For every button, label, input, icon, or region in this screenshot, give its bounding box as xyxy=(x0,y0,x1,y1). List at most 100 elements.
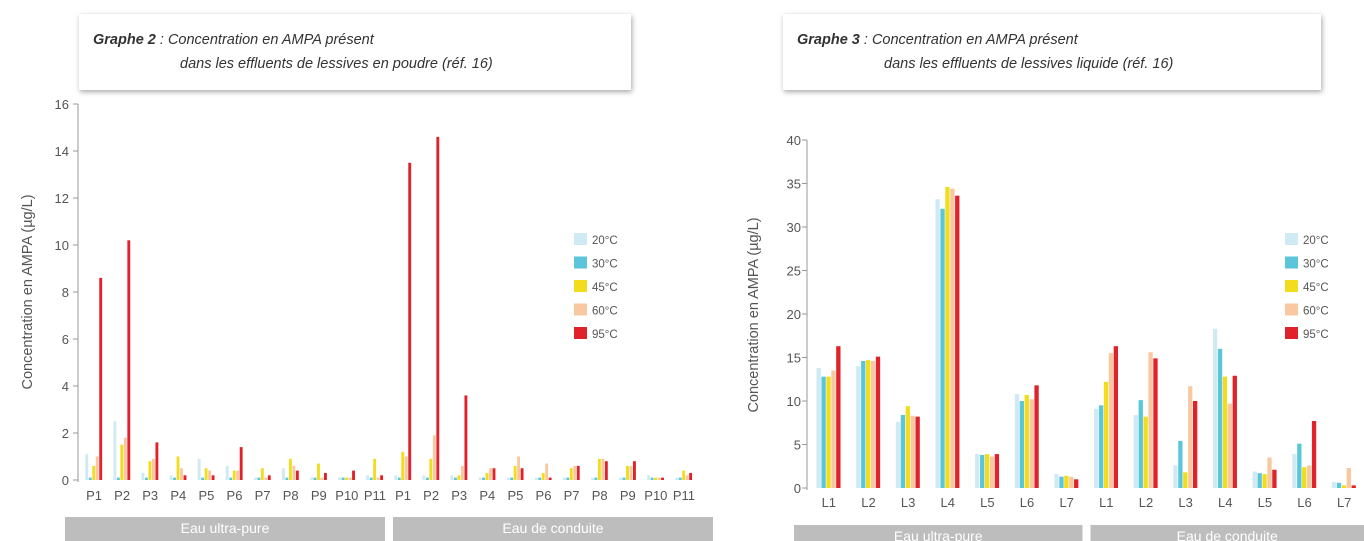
bar-l2-20degc xyxy=(1133,414,1138,488)
bar-l3-30degc xyxy=(900,414,906,488)
bar-p8-45degc xyxy=(288,458,292,480)
bar-l1-30degc xyxy=(821,376,826,488)
bar-p9-45degc xyxy=(626,465,629,480)
bar-p2-45degc xyxy=(429,458,433,480)
x-category-label: L3 xyxy=(901,495,915,510)
x-category-label: L6 xyxy=(1297,495,1311,510)
bar-p3-95degc xyxy=(464,395,468,480)
bar-l5-60degc xyxy=(989,456,995,488)
bar-p6-60degc xyxy=(236,470,240,480)
bar-p7-30degc xyxy=(566,477,570,480)
bar-l7-95degc xyxy=(1074,479,1079,488)
y-tick-label: 25 xyxy=(787,264,801,279)
y-tick-label: 35 xyxy=(787,177,801,192)
x-category-label: L4 xyxy=(1218,495,1232,510)
chart-title-line1: : Concentration en AMPA présent xyxy=(859,32,1078,48)
bar-p10-45degc xyxy=(654,477,658,480)
bar-l4-95degc xyxy=(1232,375,1237,488)
bar-p9-30degc xyxy=(622,477,626,480)
legend-label: 30°C xyxy=(592,259,618,271)
bar-l4-30degc xyxy=(940,208,945,489)
y-tick-label: 0 xyxy=(62,473,69,488)
bar-p7-60degc xyxy=(264,477,268,480)
bar-l6-20degc xyxy=(1014,394,1020,488)
bar-p7-45degc xyxy=(569,468,573,480)
y-tick-label: 40 xyxy=(787,133,801,148)
bar-l3-95degc xyxy=(915,416,920,488)
group-label: Eau ultra-pure xyxy=(894,528,983,541)
legend-label: 60°C xyxy=(592,306,618,318)
x-category-label: L1 xyxy=(822,495,836,510)
bar-p4-30degc xyxy=(482,477,485,480)
bar-l1-30degc xyxy=(1098,405,1104,488)
legend-swatch xyxy=(574,256,587,269)
bar-p5-30degc xyxy=(201,477,205,480)
group-band xyxy=(393,517,713,541)
bar-p5-30degc xyxy=(510,477,514,480)
legend-swatch xyxy=(1285,303,1298,316)
bar-p4-45degc xyxy=(485,472,489,480)
legend-swatch xyxy=(574,303,587,316)
bar-l1-60degc xyxy=(831,370,836,488)
bar-p7-95degc xyxy=(267,475,271,480)
x-category-label: L7 xyxy=(1337,495,1351,510)
bar-p6-60degc xyxy=(545,463,549,480)
bar-l5-20degc xyxy=(1252,471,1257,488)
bar-p1-30degc xyxy=(397,477,401,480)
bar-l2-45degc xyxy=(1143,416,1148,488)
bar-p11-20degc xyxy=(675,477,679,480)
bar-l1-95degc xyxy=(1113,346,1119,488)
legend-label: 95°C xyxy=(1303,329,1329,341)
bar-p8-95degc xyxy=(604,461,608,480)
bar-p5-95degc xyxy=(520,468,524,480)
bar-p8-45degc xyxy=(597,458,601,480)
x-category-label: P2 xyxy=(423,488,439,503)
bar-p2-95degc xyxy=(127,240,131,480)
chart-title-label: Graphe 3 xyxy=(797,32,860,48)
bar-p9-20degc xyxy=(310,477,313,480)
legend-label: 60°C xyxy=(1303,306,1329,318)
y-tick-label: 15 xyxy=(787,351,801,366)
bar-l3-60degc xyxy=(1188,386,1193,488)
bar-p11-45degc xyxy=(373,458,377,480)
y-tick-label: 6 xyxy=(62,332,69,347)
bar-p5-45degc xyxy=(513,465,517,480)
bar-l2-45degc xyxy=(866,360,871,488)
bar-l2-20degc xyxy=(856,366,861,488)
bar-p5-60degc xyxy=(208,470,212,480)
bar-l2-60degc xyxy=(870,360,876,488)
bar-p4-95degc xyxy=(492,468,496,480)
bar-p2-20degc xyxy=(422,475,426,480)
group-label: Eau ultra-pure xyxy=(181,520,270,536)
x-category-label: L2 xyxy=(861,495,875,510)
bar-p7-20degc xyxy=(562,477,566,480)
bar-p3-60degc xyxy=(460,465,464,480)
bar-l4-95degc xyxy=(955,195,960,488)
bar-p11-95degc xyxy=(380,475,384,480)
bar-p11-95degc xyxy=(689,472,693,480)
bar-l7-60degc xyxy=(1346,467,1351,488)
bar-l6-45degc xyxy=(1302,467,1307,488)
bar-p6-20degc xyxy=(534,477,538,480)
y-axis-title: Concentration en AMPA (µg/L) xyxy=(746,217,762,412)
bar-l1-20degc xyxy=(816,367,821,488)
bar-p3-60degc xyxy=(151,458,155,480)
legend-label: 45°C xyxy=(592,282,618,294)
bar-p3-20degc xyxy=(141,472,145,480)
legend-swatch xyxy=(574,233,587,245)
y-tick-label: 5 xyxy=(794,438,801,453)
bar-l1-60degc xyxy=(1108,353,1114,488)
bar-p3-45degc xyxy=(148,461,152,480)
x-category-label: P9 xyxy=(311,488,327,503)
x-category-label: P4 xyxy=(170,488,186,503)
bar-l7-45degc xyxy=(1064,475,1069,488)
legend-swatch xyxy=(574,327,587,339)
bar-p6-45degc xyxy=(232,470,236,480)
x-category-label: P5 xyxy=(198,488,214,503)
x-category-label: P7 xyxy=(255,488,271,503)
x-category-label: P8 xyxy=(592,488,608,503)
bar-l5-95degc xyxy=(994,454,1000,488)
bar-l5-45degc xyxy=(984,454,990,488)
bar-l6-60degc xyxy=(1029,399,1034,488)
bar-p5-20degc xyxy=(197,458,201,480)
